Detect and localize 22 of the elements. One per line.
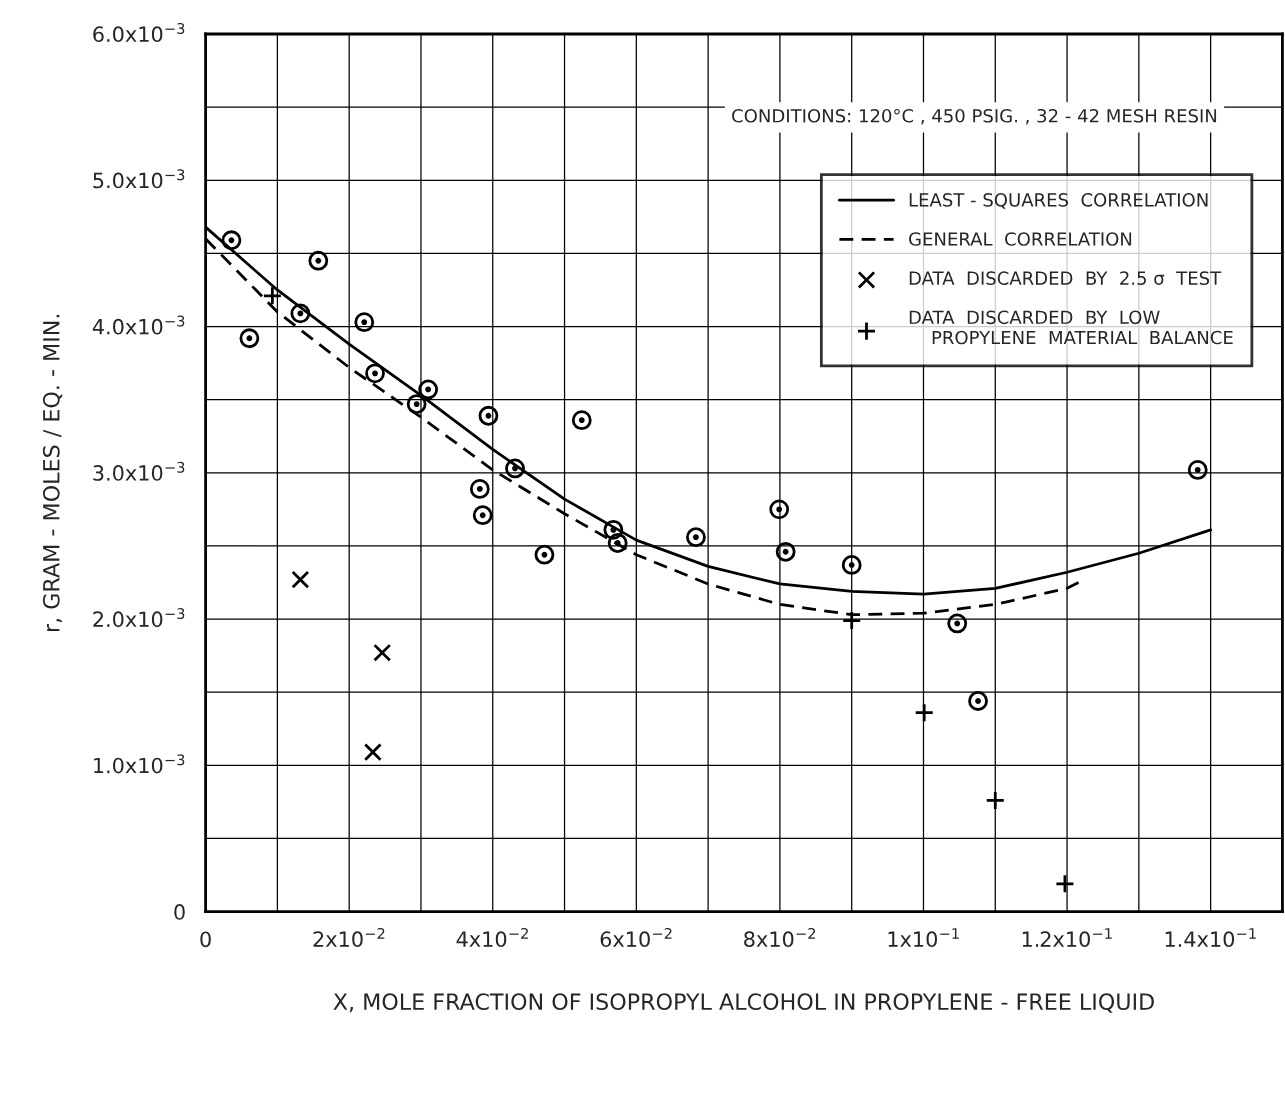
y-tick-label: 3.0x10$^{−3}$ [93,461,185,481]
legend-label: DATA DISCARDED BY 2.5 σ TEST [909,271,1222,285]
x-tick-label: 1.4x10$^{−1}$ [1165,928,1256,948]
legend-label: GENERAL CORRELATION [909,232,1132,246]
y-tick-label: 6.0x10$^{−3}$ [93,22,185,43]
x-tick-label: 6x10$^{−2}$ [600,927,672,948]
y-tick-label: 2.0x10$^{−3}$ [93,608,185,628]
x-tick-label: 0 [200,931,211,948]
x-tick-label: 4x10$^{−2}$ [456,927,528,948]
x-axis-title: X, MOLE FRACTION OF ISOPROPYL ALCOHOL IN PROPYLENE - FREE LIQUID [333,993,1154,1013]
x-tick-label: 2x10$^{−2}$ [313,927,385,948]
legend-label: DATA DISCARDED BY LOW PROPYLENE MATERIAL BALANCE [909,310,1233,345]
legend-label: LEAST - SQUARES CORRELATION [909,193,1208,209]
x-tick-label: 8x10$^{−2}$ [744,927,816,948]
y-tick-label: 0 [174,904,185,920]
y-tick-label: 1.0x10$^{−3}$ [94,754,185,774]
y-tick-label: 4.0x10$^{−3}$ [92,315,185,335]
y-axis-title: r, GRAM - MOLES / EQ. - MIN. [42,314,63,632]
annotation: CONDITIONS: 120°C , 450 PSIG. , 32 - 42 MESH RESIN [732,108,1217,125]
y-tick-label: 5.0x10$^{−3}$ [93,169,185,189]
x-tick-label: 1.2x10$^{−1}$ [1022,928,1112,948]
x-tick-label: 1x10$^{−1}$ [888,928,959,948]
